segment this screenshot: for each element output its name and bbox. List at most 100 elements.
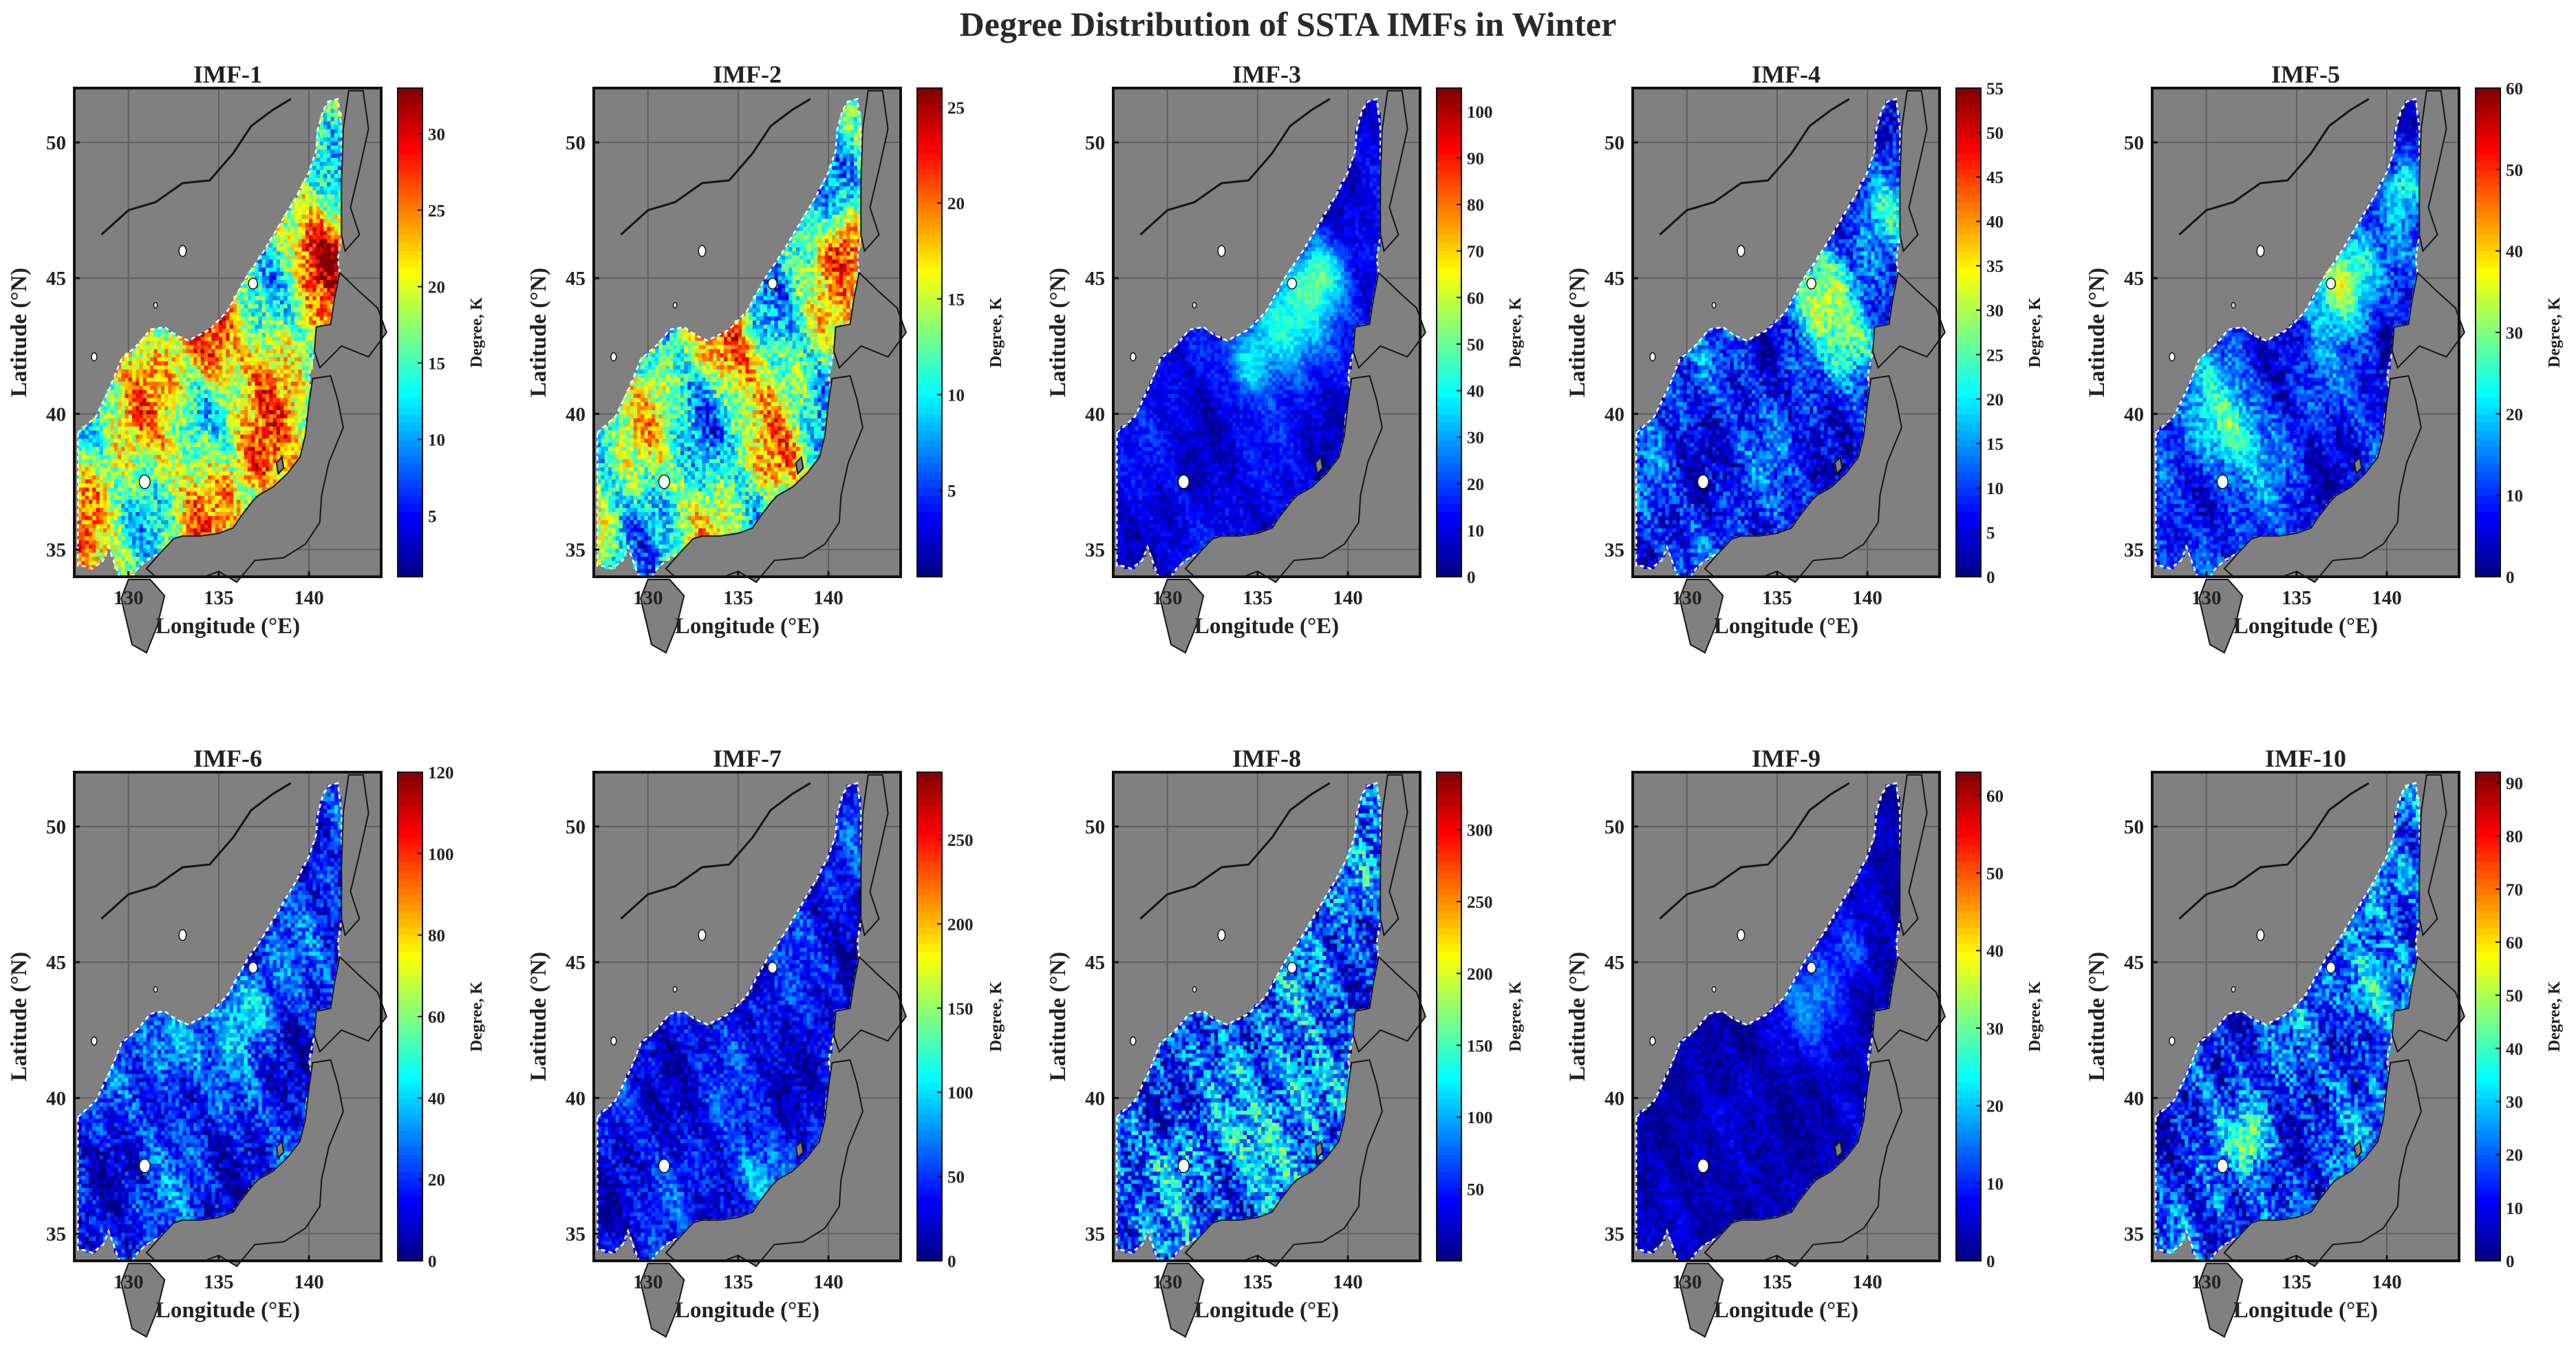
heatmap-cell	[247, 418, 252, 423]
heatmap-cell	[200, 450, 205, 456]
heatmap-cell	[132, 535, 136, 541]
heatmap-cell	[316, 178, 321, 182]
heatmap-cell	[160, 336, 165, 341]
heatmap-cell	[142, 377, 147, 382]
heatmap-cell	[168, 434, 173, 439]
heatmap-cell	[118, 524, 122, 529]
heatmap-cell	[89, 454, 93, 459]
heatmap-cell	[189, 401, 194, 407]
heatmap-cell	[139, 409, 144, 414]
heatmap-cell	[132, 531, 136, 537]
heatmap-cell	[114, 414, 118, 418]
heatmap-cell	[658, 393, 663, 398]
heatmap-cell	[608, 482, 612, 488]
heatmap-cell	[125, 535, 129, 541]
heatmap-cell	[226, 373, 230, 378]
heatmap-cell	[229, 520, 234, 524]
heatmap-cell	[208, 381, 212, 386]
heatmap-cell	[164, 531, 169, 537]
heatmap-cell	[319, 295, 324, 301]
heatmap-cell	[218, 344, 223, 350]
heatmap-cell	[673, 471, 678, 476]
heatmap-cell	[258, 471, 263, 476]
heatmap-cell	[247, 369, 252, 374]
heatmap-cell	[179, 344, 183, 350]
heatmap-cell	[157, 426, 162, 431]
heatmap-cell	[251, 332, 255, 337]
heatmap-cell	[673, 454, 678, 459]
heatmap-cell	[623, 535, 627, 541]
heatmap-cell	[128, 556, 133, 561]
heatmap-cell	[269, 352, 274, 358]
heatmap-cell	[655, 491, 659, 496]
heatmap-cell	[276, 422, 281, 427]
heatmap-cell	[107, 446, 111, 451]
heatmap-cell	[287, 462, 292, 467]
heatmap-cell	[269, 295, 274, 301]
small-island	[138, 474, 151, 489]
heatmap-cell	[294, 381, 299, 386]
heatmap-cell	[637, 373, 641, 378]
heatmap-cell	[266, 397, 270, 403]
heatmap-cell	[136, 491, 140, 496]
heatmap-cell	[182, 352, 187, 358]
heatmap-cell	[334, 238, 339, 244]
heatmap-cell	[261, 462, 266, 467]
heatmap-cell	[298, 352, 303, 358]
heatmap-cell	[290, 299, 295, 305]
heatmap-cell	[81, 446, 86, 451]
heatmap-cell	[327, 145, 332, 150]
heatmap-cell	[160, 434, 165, 439]
heatmap-cell	[171, 475, 176, 480]
heatmap-cell	[644, 357, 649, 361]
heatmap-cell	[269, 409, 274, 414]
heatmap-cell	[641, 495, 645, 500]
heatmap-cell	[652, 520, 656, 524]
heatmap-cell	[99, 552, 104, 557]
heatmap-cell	[604, 475, 609, 480]
heatmap-cell	[132, 462, 136, 467]
heatmap-cell	[251, 377, 255, 382]
heatmap-cell	[319, 255, 324, 260]
heatmap-cell	[237, 414, 241, 418]
heatmap-cell	[338, 206, 342, 211]
heatmap-cell	[121, 482, 125, 488]
heatmap-cell	[647, 471, 652, 476]
heatmap-cell	[615, 507, 620, 512]
heatmap-cell	[301, 291, 306, 297]
heatmap-cell	[157, 381, 162, 386]
heatmap-cell	[655, 397, 659, 403]
heatmap-cell	[179, 381, 183, 386]
heatmap-cell	[81, 438, 86, 443]
heatmap-cell	[125, 389, 129, 394]
heatmap-cell	[226, 430, 230, 435]
heatmap-cell	[85, 434, 89, 439]
heatmap-cell	[323, 153, 328, 158]
heatmap-cell	[218, 381, 223, 386]
heatmap-cell	[647, 491, 652, 496]
heatmap-cell	[78, 430, 82, 435]
heatmap-cell	[215, 357, 219, 361]
heatmap-cell	[168, 409, 173, 414]
heatmap-cell	[290, 324, 295, 329]
heatmap-cell	[290, 369, 295, 374]
heatmap-cell	[662, 458, 667, 463]
heatmap-cell	[215, 503, 219, 508]
heatmap-cell	[247, 462, 252, 467]
heatmap-cell	[233, 373, 237, 378]
heatmap-cell	[637, 397, 641, 403]
heatmap-cell	[175, 389, 180, 394]
heatmap-cell	[665, 495, 670, 500]
heatmap-cell	[287, 287, 292, 292]
heatmap-cell	[150, 552, 154, 557]
heatmap-cell	[128, 446, 133, 451]
heatmap-cell	[89, 434, 93, 439]
heatmap-cell	[96, 450, 100, 456]
heatmap-cell	[121, 528, 125, 533]
panel-title: IMF-1	[193, 61, 262, 88]
heatmap-cell	[132, 507, 136, 512]
heatmap-cell	[142, 393, 147, 398]
heatmap-cell	[107, 540, 111, 545]
heatmap-cell	[280, 401, 284, 407]
heatmap-cell	[240, 422, 245, 427]
